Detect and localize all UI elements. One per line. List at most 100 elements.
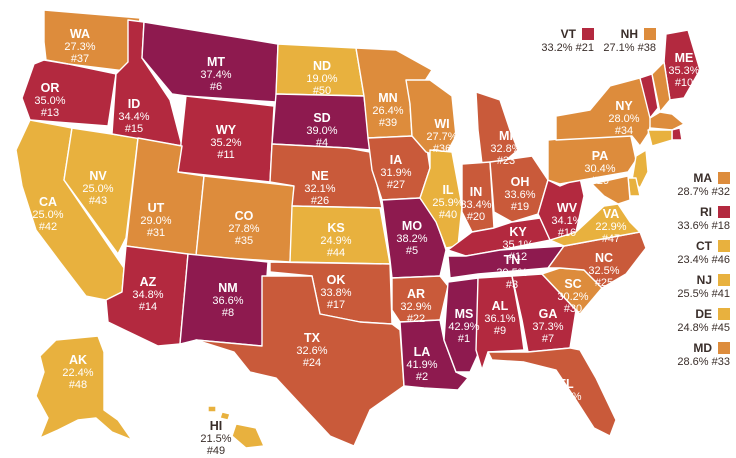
- state-label-me-rank: #10: [675, 77, 693, 89]
- state-mi[interactable]: [475, 91, 519, 165]
- legend-ct-rank: #46: [711, 254, 730, 266]
- legend-ma-abbr: MA: [693, 171, 712, 185]
- state-label-ga-rank: #7: [542, 333, 554, 345]
- state-label-ak-value: 22.4%: [62, 367, 93, 379]
- state-label-mt-value: 37.4%: [200, 69, 231, 81]
- state-label-in-rank: #20: [467, 211, 485, 223]
- legend-ri-swatch: [718, 206, 730, 218]
- state-label-mi-value: 32.8%: [490, 143, 521, 155]
- state-label-nc-rank: #25: [595, 277, 613, 289]
- state-tx[interactable]: [195, 275, 405, 447]
- state-label-ky-value: 35.1%: [502, 239, 533, 251]
- legend-de-abbr: DE: [695, 307, 712, 321]
- state-label-ky-rank: #12: [509, 251, 527, 263]
- state-label-ca-rank: #42: [39, 221, 57, 233]
- legend-nj: NJ 25.5% #41: [666, 274, 730, 301]
- legend-md-abbr: MD: [693, 341, 712, 355]
- state-label-nm-value: 36.6%: [212, 295, 243, 307]
- state-ri[interactable]: [671, 127, 683, 141]
- state-fl[interactable]: [487, 347, 617, 437]
- state-label-ks-abbr: KS: [327, 221, 344, 235]
- state-label-ak-abbr: AK: [69, 353, 87, 367]
- state-label-nv-value: 25.0%: [82, 183, 113, 195]
- state-label-ok-abbr: OK: [327, 273, 346, 287]
- legend-ma-rank: #32: [711, 186, 730, 198]
- state-label-wa-abbr: WA: [70, 27, 90, 41]
- state-label-nc-abbr: NC: [595, 251, 613, 265]
- legend-de-rank: #45: [711, 322, 730, 334]
- state-label-wv-abbr: WV: [557, 201, 578, 215]
- state-hi[interactable]: [207, 405, 265, 449]
- state-md[interactable]: [591, 175, 631, 205]
- state-label-ut-rank: #31: [147, 227, 165, 239]
- state-label-in-abbr: IN: [470, 185, 483, 199]
- state-label-pa-rank: #29: [591, 175, 609, 187]
- legend-nh: NH 27.1% #38: [596, 28, 656, 55]
- state-ma[interactable]: [649, 111, 685, 131]
- state-label-nd-abbr: ND: [313, 59, 331, 73]
- state-label-ut-abbr: UT: [148, 201, 165, 215]
- state-sd[interactable]: [271, 93, 371, 151]
- state-il[interactable]: [419, 149, 463, 249]
- state-label-ny-rank: #34: [615, 125, 633, 137]
- state-label-mi-abbr: MI: [499, 129, 513, 143]
- state-label-mn-value: 26.4%: [372, 105, 403, 117]
- legend-md-rank: #33: [711, 356, 730, 368]
- state-label-me-value: 35.3%: [668, 65, 699, 77]
- state-label-ms-abbr: MS: [455, 307, 474, 321]
- state-nh[interactable]: [651, 61, 671, 113]
- state-label-mt-rank: #6: [210, 81, 222, 93]
- state-label-ut-value: 29.0%: [140, 215, 171, 227]
- state-label-tn-abbr: TN: [504, 253, 521, 267]
- state-ny[interactable]: [555, 77, 653, 147]
- state-label-il-rank: #40: [439, 209, 457, 221]
- state-label-ar-value: 32.9%: [400, 301, 431, 313]
- legend-nh-value: 27.1%: [603, 42, 635, 54]
- state-ak[interactable]: [35, 335, 133, 441]
- state-label-mi-rank: #23: [497, 155, 515, 167]
- state-label-hi-value: 21.5%: [200, 433, 231, 445]
- state-label-nd-value: 19.0%: [306, 73, 337, 85]
- state-label-pa-value: 30.4%: [584, 163, 615, 175]
- state-label-ny-value: 28.0%: [608, 113, 639, 125]
- state-label-az-abbr: AZ: [140, 275, 157, 289]
- state-label-ny-abbr: NY: [615, 99, 633, 113]
- legend-vt-value: 33.2%: [541, 42, 573, 54]
- legend-ma: MA 28.7% #32: [666, 172, 730, 199]
- state-label-tx-rank: #24: [303, 357, 321, 369]
- state-label-tn-rank: #3: [506, 279, 518, 291]
- legend-nj-rank: #41: [711, 288, 730, 300]
- state-labels: WA27.3%#37OR35.0%#13CA25.0%#42ID34.4%#15…: [32, 27, 699, 457]
- legend-ri-value: 33.6%: [677, 220, 709, 232]
- state-label-or-rank: #13: [41, 107, 59, 119]
- state-label-ak-rank: #48: [69, 379, 87, 391]
- state-label-va-value: 22.9%: [595, 221, 626, 233]
- legend-de-swatch: [718, 308, 730, 320]
- state-la[interactable]: [399, 319, 469, 391]
- state-label-ok-value: 33.8%: [320, 287, 351, 299]
- state-label-mo-value: 38.2%: [396, 233, 427, 245]
- state-ct[interactable]: [647, 129, 673, 147]
- state-label-or-value: 35.0%: [34, 95, 65, 107]
- legend-vt-rank: #21: [575, 42, 594, 54]
- state-label-oh-abbr: OH: [511, 175, 530, 189]
- state-vt[interactable]: [639, 73, 659, 119]
- state-label-nm-rank: #8: [222, 307, 234, 319]
- state-label-sc-abbr: SC: [564, 277, 581, 291]
- state-label-fl-abbr: FL: [558, 377, 574, 391]
- state-or[interactable]: [21, 59, 117, 127]
- state-label-wi-rank: #36: [433, 143, 451, 155]
- state-label-az-value: 34.8%: [132, 289, 163, 301]
- state-label-ca-abbr: CA: [39, 195, 57, 209]
- state-label-la-abbr: LA: [414, 345, 431, 359]
- state-label-nv-abbr: NV: [89, 169, 107, 183]
- state-label-ia-rank: #27: [387, 179, 405, 191]
- state-label-nc-value: 32.5%: [588, 265, 619, 277]
- state-label-co-value: 27.8%: [228, 223, 259, 235]
- legend-vt: VT 33.2% #21: [520, 28, 594, 55]
- state-va[interactable]: [549, 203, 641, 247]
- state-label-nm-abbr: NM: [218, 281, 237, 295]
- state-label-az-rank: #14: [139, 301, 157, 313]
- legend-md-swatch: [718, 342, 730, 354]
